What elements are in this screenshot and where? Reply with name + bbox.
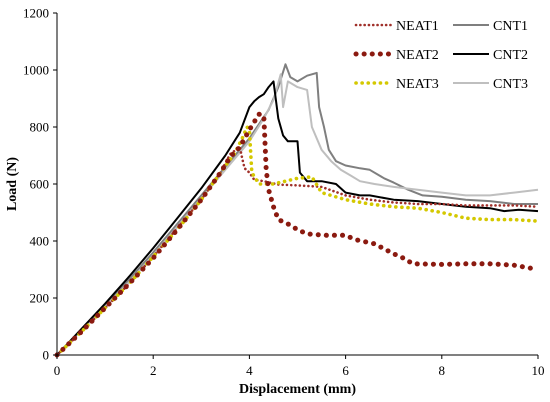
series-line-cnt3 xyxy=(56,73,539,356)
y-tick-label: 600 xyxy=(30,177,50,192)
x-tick-label: 6 xyxy=(342,363,349,378)
series-line-neat1 xyxy=(55,145,540,357)
y-tick-label: 0 xyxy=(43,348,50,363)
y-axis-title: Load (N) xyxy=(5,157,20,211)
y-tick-label: 400 xyxy=(30,234,50,249)
x-tick-label: 4 xyxy=(246,363,253,378)
legend: NEAT1 NEAT2 NEAT3 CNT1 CNT2 CNT3 xyxy=(353,19,528,92)
x-tick-label: 2 xyxy=(150,363,157,378)
axis-ticks: 0 2 4 6 8 10 0 200 400 600 800 1000 1200 xyxy=(23,6,545,379)
y-tick-label: 200 xyxy=(30,291,50,306)
y-tick-label: 1000 xyxy=(23,63,49,78)
plot-area xyxy=(54,63,541,358)
y-tick-label: 800 xyxy=(30,120,50,135)
legend-label-neat1: NEAT1 xyxy=(396,19,439,34)
series-line-cnt2 xyxy=(56,80,539,356)
series-line-neat2 xyxy=(54,111,541,358)
x-axis-title: Displacement (mm) xyxy=(239,382,356,397)
series-line-cnt1 xyxy=(56,63,538,356)
x-tick-label: 0 xyxy=(54,363,61,378)
legend-label-cnt1: CNT1 xyxy=(493,19,528,34)
axes xyxy=(56,13,538,356)
x-tick-label: 8 xyxy=(439,363,446,378)
legend-label-cnt3: CNT3 xyxy=(493,77,528,92)
legend-label-neat3: NEAT3 xyxy=(396,77,439,92)
legend-label-neat2: NEAT2 xyxy=(396,48,439,63)
x-tick-label: 10 xyxy=(532,363,545,378)
y-tick-label: 1200 xyxy=(23,6,49,21)
legend-label-cnt2: CNT2 xyxy=(493,48,528,63)
series-line-neat3 xyxy=(55,125,540,357)
